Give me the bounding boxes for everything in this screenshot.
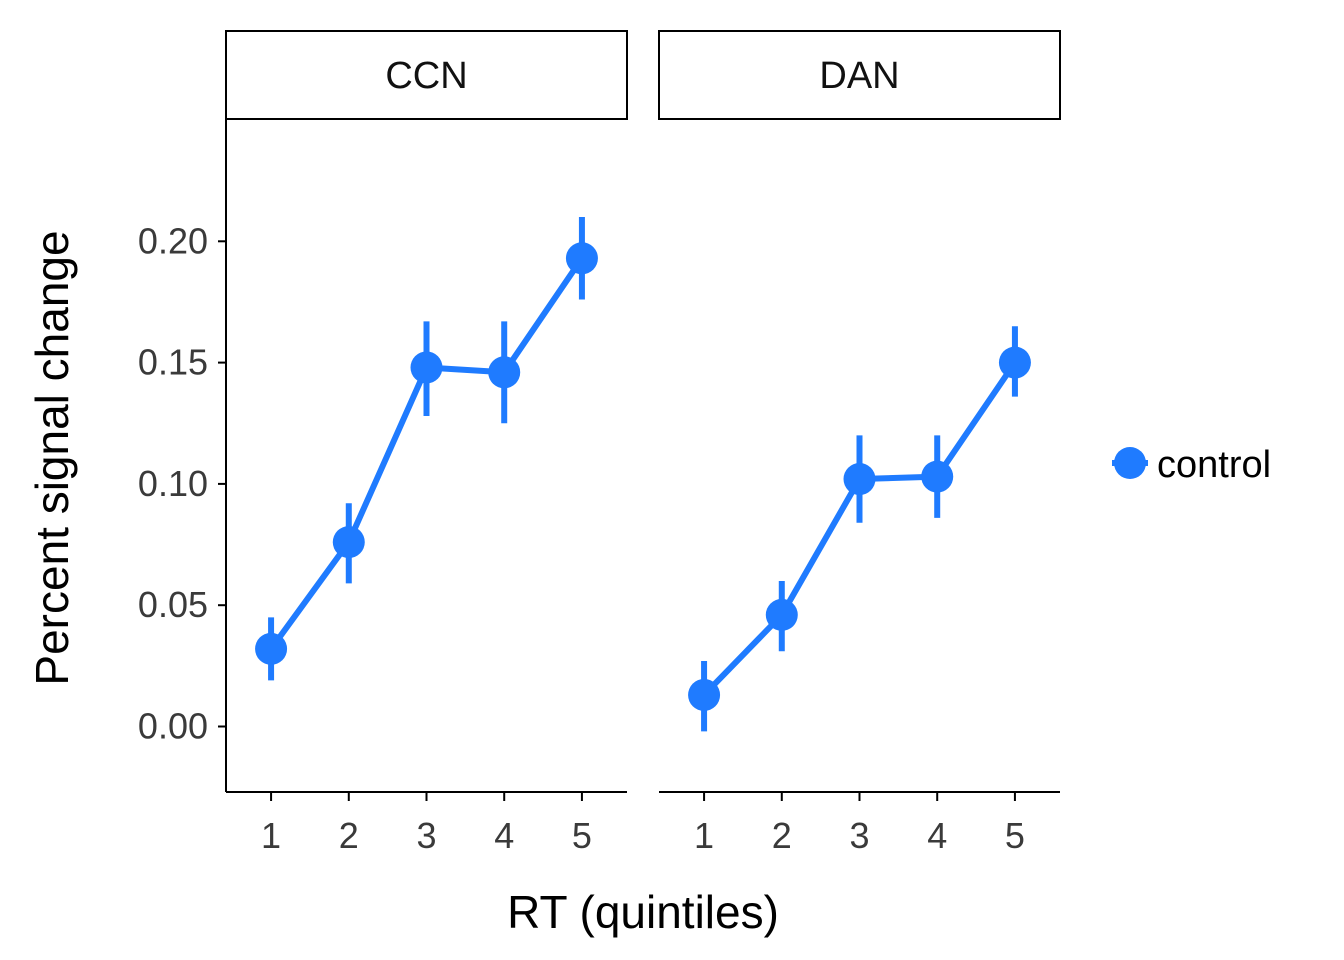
data-point bbox=[255, 632, 288, 665]
y-tick-label: 0.15 bbox=[138, 342, 208, 383]
data-point bbox=[688, 678, 721, 711]
facet-strip-label: CCN bbox=[385, 55, 467, 97]
facet-strip-label: DAN bbox=[819, 55, 899, 97]
y-axis: 0.00 0.05 0.10 0.15 0.20 bbox=[138, 120, 227, 792]
y-tick-label: 0.10 bbox=[138, 463, 208, 504]
legend: control bbox=[1112, 444, 1271, 486]
panels-layer: CCN 1 2 3 4 5 DAN 1 2 3 4 5 bbox=[225, 30, 1061, 856]
x-tick-label: 3 bbox=[416, 815, 436, 856]
x-tick-label: 5 bbox=[1005, 815, 1025, 856]
x-tick-label: 5 bbox=[572, 815, 592, 856]
y-axis-title: Percent signal change bbox=[26, 230, 78, 685]
data-point bbox=[488, 356, 521, 389]
panel-ccn: CCN 1 2 3 4 5 bbox=[225, 30, 628, 856]
x-tick-label: 2 bbox=[772, 815, 792, 856]
data-point bbox=[998, 346, 1031, 379]
x-tick-label: 3 bbox=[849, 815, 869, 856]
data-point bbox=[565, 242, 598, 275]
y-tick-label: 0.05 bbox=[138, 584, 208, 625]
x-axis-title: RT (quintiles) bbox=[507, 886, 779, 938]
data-point bbox=[921, 460, 954, 493]
panel-dan: DAN 1 2 3 4 5 bbox=[658, 30, 1061, 856]
y-tick-label: 0.00 bbox=[138, 705, 208, 746]
facet-strip bbox=[225, 30, 628, 120]
data-point bbox=[410, 351, 443, 384]
legend-key-point bbox=[1114, 447, 1146, 479]
x-tick-label: 1 bbox=[261, 815, 281, 856]
x-tick-label: 2 bbox=[339, 815, 359, 856]
series-line bbox=[268, 256, 585, 651]
data-point bbox=[843, 463, 876, 496]
y-tick-label: 0.20 bbox=[138, 220, 208, 261]
x-tick-label: 4 bbox=[494, 815, 514, 856]
x-tick-label: 4 bbox=[927, 815, 947, 856]
facet-strip bbox=[658, 30, 1061, 120]
x-tick-label: 1 bbox=[694, 815, 714, 856]
data-point bbox=[332, 526, 365, 559]
data-point bbox=[765, 598, 798, 631]
series-line bbox=[701, 360, 1018, 698]
legend-label: control bbox=[1157, 444, 1271, 486]
